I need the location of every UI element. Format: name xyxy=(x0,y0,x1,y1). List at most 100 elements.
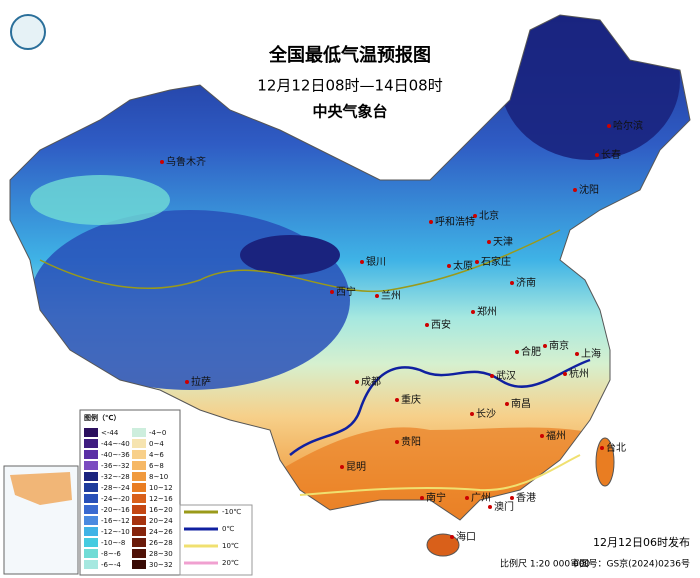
city-label: 长沙 xyxy=(476,408,496,420)
city-label: 太原 xyxy=(453,259,473,272)
legend-swatch xyxy=(132,472,146,481)
isotherm-label: 10℃ xyxy=(222,542,239,550)
legend-swatch xyxy=(132,494,146,503)
city-dot xyxy=(490,374,494,378)
city-dot xyxy=(573,188,577,192)
isotherm-10 xyxy=(299,454,581,496)
legend-label: -6~-4 xyxy=(101,561,121,569)
city-dot xyxy=(185,380,189,384)
city-label: 武汉 xyxy=(496,369,516,382)
city-dot xyxy=(330,290,334,294)
city-label: 重庆 xyxy=(401,393,421,406)
isotherm-label: 20℃ xyxy=(222,559,239,567)
issued: 12月12日06时发布 xyxy=(593,535,690,549)
legend-label: 28~30 xyxy=(149,550,173,558)
city-dot xyxy=(540,434,544,438)
city-dot xyxy=(600,446,604,450)
legend-swatch xyxy=(132,439,146,448)
legend-swatch xyxy=(84,494,98,503)
city-dot xyxy=(575,352,579,356)
city-label: 上海 xyxy=(581,347,601,360)
city-dot xyxy=(505,402,509,406)
city-dot xyxy=(447,264,451,268)
legend-swatch xyxy=(84,505,98,514)
legend-label: -8~-6 xyxy=(101,550,121,558)
city-label: 兰州 xyxy=(381,289,401,302)
legend-label: 30~32 xyxy=(149,561,173,569)
legend-label: -28~-24 xyxy=(101,484,130,492)
legend-title: 图例（℃） xyxy=(84,413,120,422)
legend-label: 4~6 xyxy=(149,451,164,459)
title: 全国最低气温预报图 xyxy=(268,44,431,66)
legend-label: 12~16 xyxy=(149,495,173,503)
city-label: 呼和浩特 xyxy=(435,216,475,228)
city-dot xyxy=(471,310,475,314)
city-dot xyxy=(470,412,474,416)
legend-swatch xyxy=(84,516,98,525)
city-label: 澳门 xyxy=(494,500,514,513)
legend-label: -32~-28 xyxy=(101,473,130,481)
legend-swatch xyxy=(132,516,146,525)
isotherm-0 xyxy=(289,358,591,456)
legend-label: 26~28 xyxy=(149,539,173,547)
legend-swatch xyxy=(84,560,98,569)
isotherm-label: 0℃ xyxy=(222,525,234,533)
city-dot xyxy=(425,323,429,327)
isotherm-label: -10℃ xyxy=(222,508,241,516)
legend-label: 24~26 xyxy=(149,528,173,536)
city-label: 沈阳 xyxy=(579,183,599,196)
legend-label: <-44 xyxy=(101,429,119,437)
legend-swatch xyxy=(132,560,146,569)
city-label: 南京 xyxy=(549,339,569,352)
city-label: 成都 xyxy=(361,376,381,388)
legend-swatch xyxy=(84,428,98,437)
city-label: 哈尔滨 xyxy=(613,119,643,132)
legend-swatch xyxy=(132,549,146,558)
legend-label: 10~12 xyxy=(149,484,173,492)
city-dot xyxy=(563,372,567,376)
city-dot xyxy=(375,294,379,298)
legend-label: 20~24 xyxy=(149,517,173,525)
city-dot xyxy=(395,398,399,402)
isotherm-minus10 xyxy=(39,229,561,292)
city-dot xyxy=(607,124,611,128)
city-label: 济南 xyxy=(516,276,536,289)
legend-swatch xyxy=(84,439,98,448)
city-dot xyxy=(465,496,469,500)
legend-swatch xyxy=(84,461,98,470)
legend-swatch xyxy=(132,505,146,514)
legend-label: 16~20 xyxy=(149,506,173,514)
legend-label: -20~-16 xyxy=(101,506,130,514)
city-label: 拉萨 xyxy=(191,375,211,388)
legend-label: -36~-32 xyxy=(101,462,130,470)
legend-label: 0~4 xyxy=(149,440,164,448)
city-dot xyxy=(360,260,364,264)
legend-label: -10~-8 xyxy=(101,539,125,547)
legend-swatch xyxy=(132,428,146,437)
city-label: 台北 xyxy=(606,441,626,454)
legend-label: 6~8 xyxy=(149,462,164,470)
city-dot xyxy=(510,281,514,285)
city-label: 石家庄 xyxy=(481,255,511,268)
issuer: 中央气象台 xyxy=(312,103,387,121)
city-dot xyxy=(355,380,359,384)
legend-swatch xyxy=(132,527,146,536)
city-label: 南宁 xyxy=(426,491,446,504)
legend-label: -4~0 xyxy=(149,429,166,437)
legend-swatch xyxy=(84,527,98,536)
legend-swatch xyxy=(132,483,146,492)
city-dot xyxy=(488,505,492,509)
city-label: 南昌 xyxy=(511,397,531,410)
legend-label: -16~-12 xyxy=(101,517,130,525)
city-dot xyxy=(515,350,519,354)
city-label: 昆明 xyxy=(346,461,366,473)
legend-swatch xyxy=(132,450,146,459)
city-label: 天津 xyxy=(493,236,513,248)
city-dot xyxy=(595,153,599,157)
city-label: 海口 xyxy=(456,530,476,543)
city-dot xyxy=(473,214,477,218)
legend-swatch xyxy=(132,538,146,547)
city-dot xyxy=(340,465,344,469)
city-label: 北京 xyxy=(479,209,499,222)
